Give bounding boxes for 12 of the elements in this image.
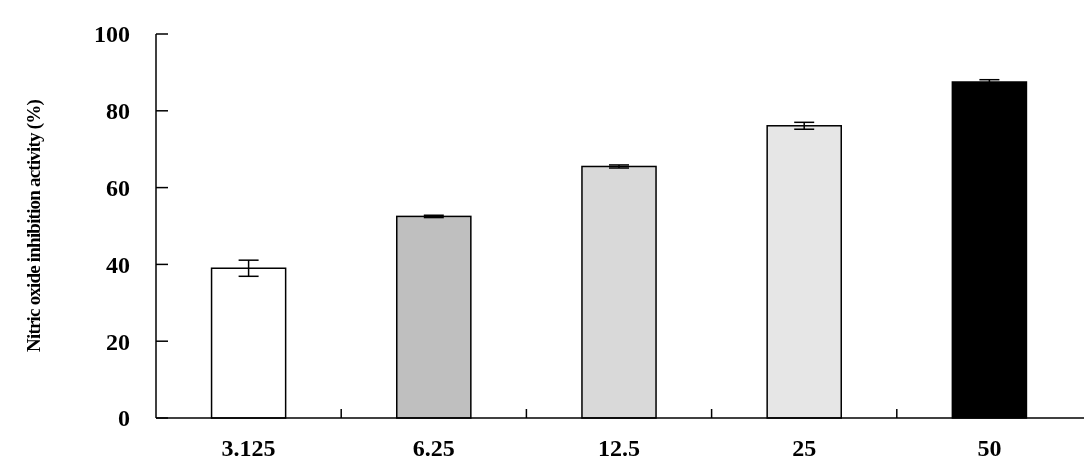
y-axis-title: Nitric oxide inhibition activity (%) bbox=[23, 99, 45, 352]
x-tick-label: 6.25 bbox=[412, 435, 455, 461]
y-tick-label: 80 bbox=[106, 98, 130, 125]
y-tick-label: 60 bbox=[106, 175, 130, 201]
y-tick-label: 20 bbox=[106, 328, 130, 355]
y-tick-label: 40 bbox=[106, 251, 130, 278]
x-tick-label: 12.5 bbox=[598, 435, 640, 461]
y-tick-label: 0 bbox=[118, 405, 130, 432]
x-tick-label: 25 bbox=[792, 435, 817, 461]
x-tick-label: 3.125 bbox=[221, 435, 276, 461]
x-tick-label: 50 bbox=[977, 435, 1002, 461]
y-tick-label: 100 bbox=[94, 21, 130, 48]
